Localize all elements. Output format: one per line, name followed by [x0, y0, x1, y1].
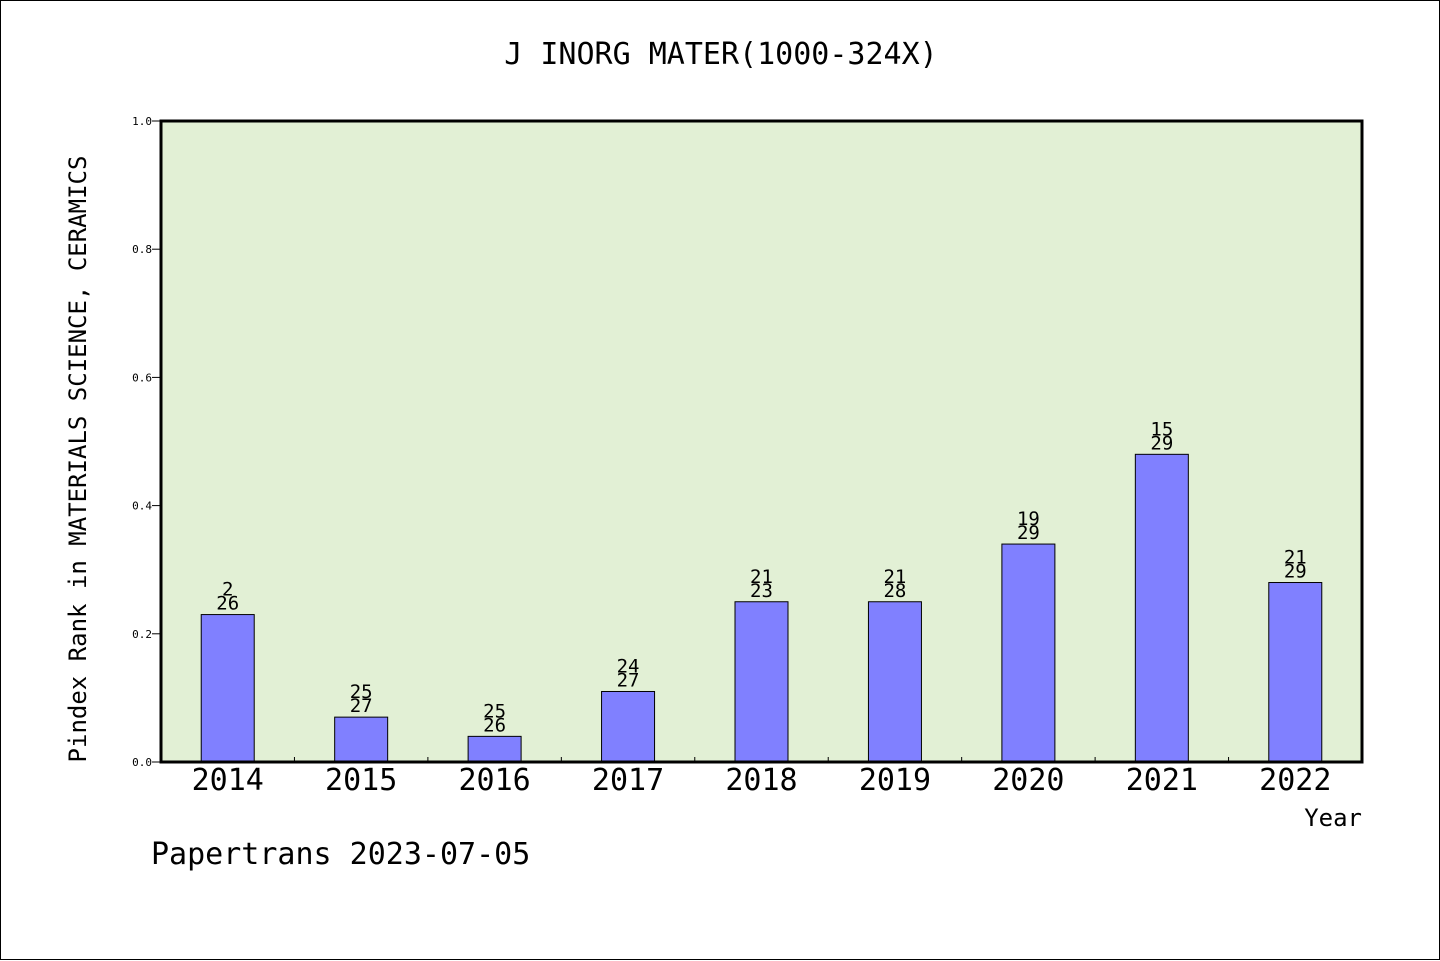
bar-rank-label: 21: [750, 566, 773, 588]
bar-total-label: 27: [617, 669, 640, 691]
y-tick-label: 0.6: [132, 371, 152, 384]
bar-2015: [334, 716, 389, 763]
bar-rank-label: 19: [1017, 508, 1040, 530]
bar-2020: [1001, 543, 1056, 763]
bar-total-label: 29: [1017, 522, 1040, 544]
x-tick-label: 2014: [192, 763, 264, 798]
bar-total-label: 26: [483, 714, 506, 736]
bar-total-label: 23: [750, 580, 773, 602]
bar-total-label: 29: [1150, 432, 1173, 454]
y-axis-label: Pindex Rank in MATERIALS SCIENCE, CERAMI…: [64, 156, 92, 763]
plot-frame: [159, 119, 1364, 764]
bar-rank-label: 24: [617, 655, 640, 677]
bar-total-label: 27: [350, 695, 373, 717]
bar-2018: [734, 601, 789, 763]
bar-rank-label: 15: [1150, 418, 1173, 440]
bar-total-label: 28: [883, 580, 906, 602]
x-tick-label: 2019: [859, 763, 931, 798]
y-tick-label: 0.8: [132, 243, 152, 256]
y-tick-label: 1.0: [132, 115, 152, 128]
x-tick-label: 2018: [725, 763, 797, 798]
bar-rank-label: 25: [483, 700, 506, 722]
bar-2019: [867, 601, 922, 763]
footer-watermark: Papertrans 2023-07-05: [151, 837, 531, 872]
x-tick-label: 2015: [325, 763, 397, 798]
bar-total-label: 29: [1284, 561, 1307, 583]
y-tick-label: 0.2: [132, 628, 152, 641]
chart-title: J INORG MATER(1000-324X): [504, 37, 938, 72]
bar-2022: [1268, 582, 1323, 763]
bar-2016: [467, 735, 522, 763]
x-tick-label: 2022: [1259, 763, 1331, 798]
bar-2021: [1134, 453, 1189, 763]
x-tick-label: 2020: [992, 763, 1064, 798]
bar-rank-label: 21: [883, 566, 906, 588]
bar-total-label: 26: [216, 593, 239, 615]
x-tick-label: 2016: [458, 763, 530, 798]
bar-rank-label: 21: [1284, 547, 1307, 569]
bar-2017: [601, 690, 656, 763]
x-axis-label: Year: [1304, 804, 1362, 832]
bar-rank-label: 2: [222, 579, 233, 601]
x-tick-label: 2017: [592, 763, 664, 798]
bar-2014: [200, 614, 255, 763]
y-tick-label: 0.4: [132, 500, 152, 513]
y-tick-label: 0.0: [132, 756, 152, 769]
x-tick-label: 2021: [1126, 763, 1198, 798]
bar-rank-label: 25: [350, 681, 373, 703]
